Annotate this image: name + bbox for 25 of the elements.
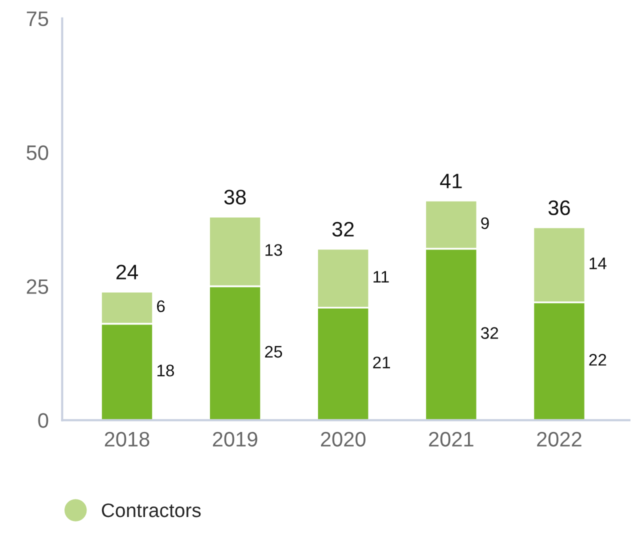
x-tick-label: 2022 — [537, 432, 582, 447]
data-label: 18 — [157, 364, 174, 376]
data-label: 25 — [265, 346, 282, 358]
data-label: 9 — [481, 217, 489, 230]
x-tick-label: 2018 — [104, 432, 150, 447]
data-label: 32 — [480, 327, 498, 339]
data-label: 6 — [157, 300, 165, 312]
legend-label: Contractors — [102, 503, 201, 518]
data-label: 11 — [374, 271, 389, 283]
data-label: 14 — [590, 258, 606, 270]
x-tick-label: 2020 — [320, 432, 366, 447]
y-tick-label: 75 — [26, 12, 48, 26]
data-label: 21 — [373, 356, 390, 368]
y-tick-label: 25 — [26, 279, 48, 294]
x-tick-label: 2021 — [429, 432, 474, 447]
total-label: 24 — [116, 264, 138, 280]
x-tick-label: 2019 — [212, 432, 258, 447]
total-label: 38 — [224, 190, 246, 204]
data-label: 13 — [266, 244, 282, 256]
total-label: 41 — [440, 174, 462, 188]
data-label: 22 — [589, 354, 606, 366]
total-label: 36 — [548, 200, 570, 216]
y-tick-label: 50 — [26, 145, 48, 160]
total-label: 32 — [332, 222, 354, 237]
y-tick-label: 0 — [38, 413, 48, 428]
